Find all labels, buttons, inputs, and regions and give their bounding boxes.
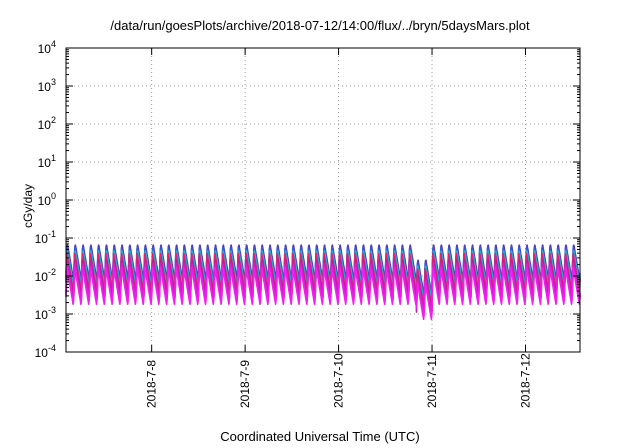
x-tick-label: 2018-7-12 <box>518 353 532 408</box>
y-tick-label: 103 <box>38 77 56 94</box>
y-axis-label: cGy/day <box>21 183 35 228</box>
x-tick-labels: 2018-7-8 2018-7-9 2018-7-10 2018-7-11 2018-7… <box>145 353 533 408</box>
y-tick-label: 100 <box>38 191 56 208</box>
ticks <box>66 47 580 353</box>
y-tick-label: 10-3 <box>35 305 56 322</box>
x-tick-label: 2018-7-10 <box>332 353 346 408</box>
y-tick-label: 102 <box>38 115 56 132</box>
series-layer <box>65 244 581 321</box>
y-tick-labels: 104 103 102 101 100 10-1 10-2 10-3 10-4 <box>35 39 56 360</box>
y-tick-label: 10-4 <box>35 343 56 360</box>
x-tick-label: 2018-7-9 <box>238 360 252 408</box>
y-tick-label: 10-1 <box>35 229 56 246</box>
data-series-line <box>65 266 581 321</box>
y-tick-label: 104 <box>38 39 56 56</box>
x-tick-label: 2018-7-11 <box>425 354 439 408</box>
y-tick-label: 10-2 <box>35 267 56 284</box>
grid <box>66 48 580 352</box>
chart-title: /data/run/goesPlots/archive/2018-07-12/1… <box>110 18 530 33</box>
x-tick-label: 2018-7-8 <box>145 360 159 408</box>
x-axis-label: Coordinated Universal Time (UTC) <box>220 429 420 444</box>
y-tick-label: 101 <box>38 153 56 170</box>
